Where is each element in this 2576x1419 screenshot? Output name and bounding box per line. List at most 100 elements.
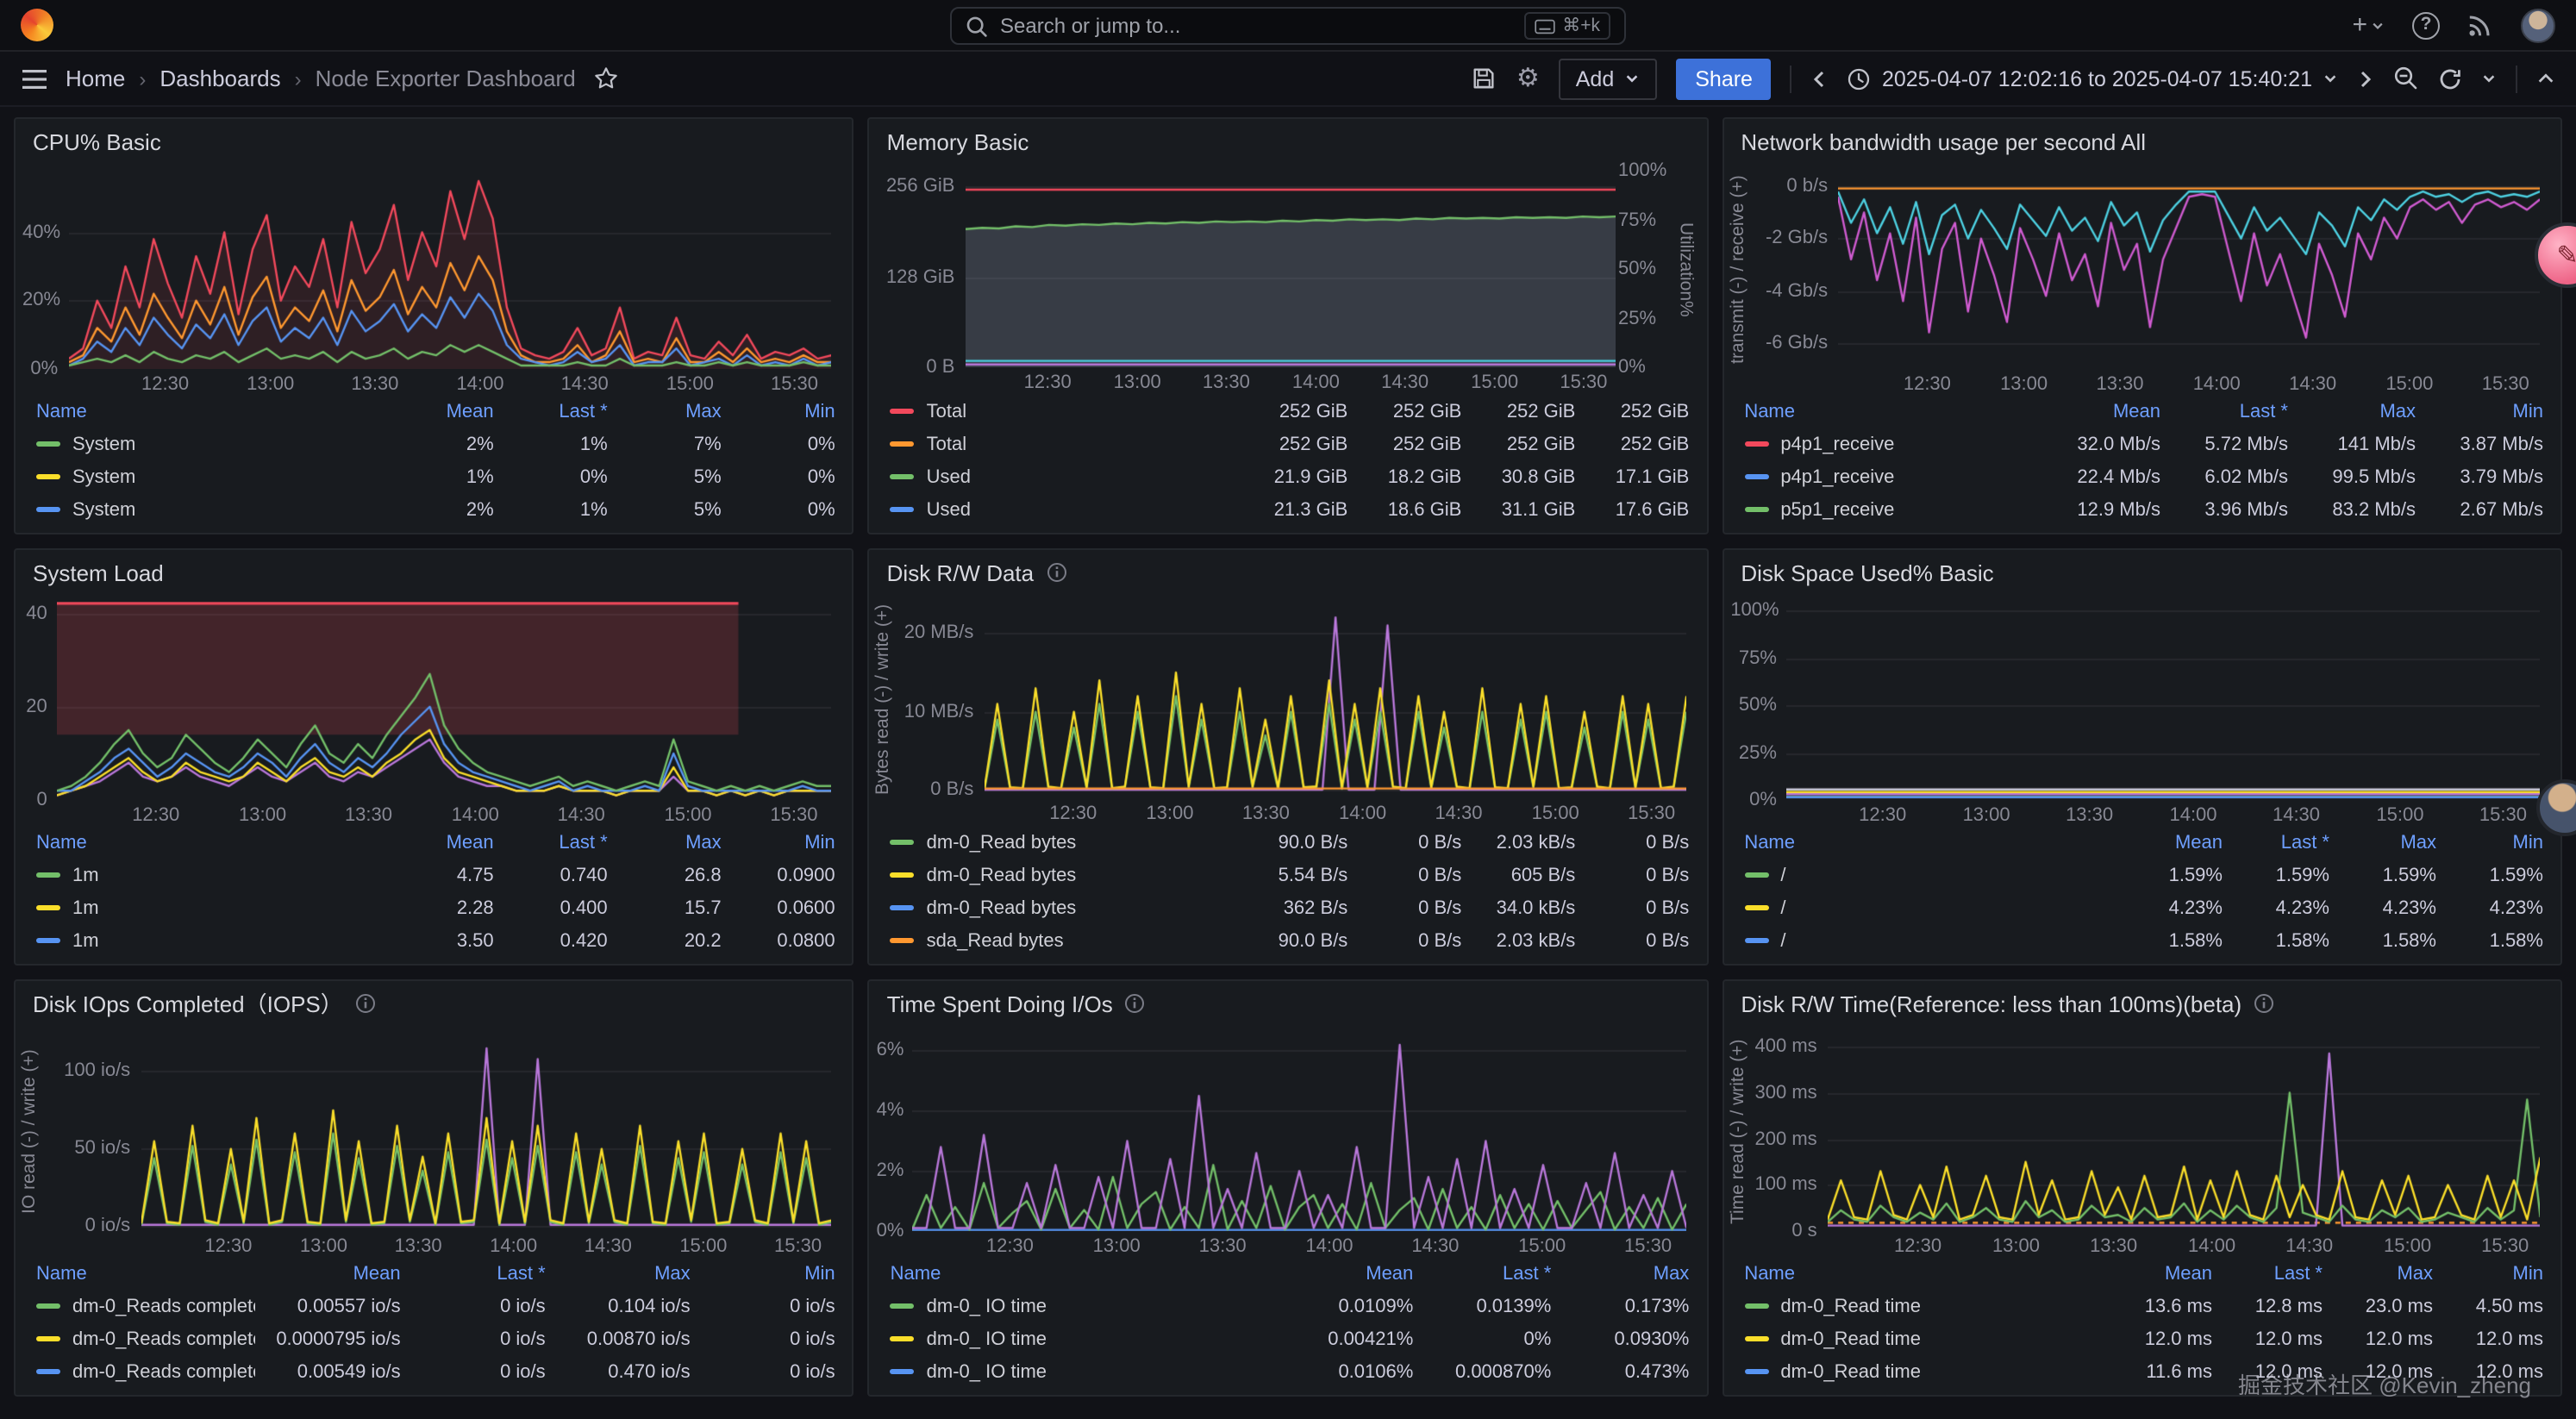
time-shift-back-icon[interactable] <box>1811 68 1829 89</box>
legend-col-header[interactable]: Mean <box>2116 833 2223 853</box>
legend-series-name[interactable]: dm-0_Read bytes <box>891 865 1235 885</box>
panel-header[interactable]: Disk IOps Completed（IOPS） <box>16 981 853 1026</box>
add-panel-button[interactable]: Add <box>1559 58 1658 99</box>
time-range-picker[interactable]: 2025-04-07 12:02:16 to 2025-04-07 15:40:… <box>1848 66 2338 91</box>
refresh-interval-caret-icon[interactable] <box>2481 71 2497 86</box>
legend-col-header[interactable]: Max <box>608 833 722 853</box>
legend-series-name[interactable]: System <box>36 466 380 487</box>
legend-col-header[interactable]: Last * <box>2160 402 2288 422</box>
legend-col-header[interactable]: Max <box>2329 833 2436 853</box>
legend-series-name[interactable]: dm-0_Reads completed <box>36 1296 256 1316</box>
panel-header[interactable]: CPU% Basic <box>16 119 853 164</box>
chart-canvas[interactable] <box>1787 602 2540 800</box>
legend-col-header[interactable]: Name <box>891 1264 1276 1285</box>
legend-series-name[interactable]: dm-0_Read bytes <box>891 897 1235 918</box>
legend-col-header[interactable]: Last * <box>2223 833 2329 853</box>
legend-series-name[interactable]: 1m <box>36 897 380 918</box>
panel-header[interactable]: Network bandwidth usage per second All <box>1723 119 2560 164</box>
legend-series-name[interactable]: dm-0_Reads completed <box>36 1328 256 1349</box>
legend-series-name[interactable]: / <box>1744 930 2116 951</box>
user-avatar[interactable] <box>2521 8 2555 42</box>
legend-series-name[interactable]: p4p1_receive <box>1744 466 2033 487</box>
legend-series-name[interactable]: dm-0_Read time <box>1744 1328 2102 1349</box>
time-shift-forward-icon[interactable] <box>2357 68 2374 89</box>
chart-canvas[interactable] <box>965 171 1615 367</box>
legend-col-header[interactable]: Mean <box>2033 402 2160 422</box>
chart-canvas[interactable] <box>911 1033 1685 1231</box>
legend-col-header[interactable]: Min <box>2436 833 2543 853</box>
save-dashboard-icon[interactable] <box>1472 66 1497 91</box>
legend-series-name[interactable]: System <box>36 434 380 454</box>
legend-col-header[interactable]: Max <box>2288 402 2416 422</box>
panel-header[interactable]: Disk R/W Data <box>870 550 1707 595</box>
panel-header[interactable]: System Load <box>16 550 853 595</box>
legend-series-name[interactable]: p5p1_receive <box>1744 499 2033 520</box>
legend-col-header[interactable]: Min <box>2416 402 2543 422</box>
legend-series-name[interactable]: p4p1_receive <box>1744 434 2033 454</box>
collapse-toolbar-icon[interactable] <box>2536 71 2555 86</box>
legend-series-name[interactable]: / <box>1744 897 2116 918</box>
legend-series-name[interactable]: Used <box>891 466 1235 487</box>
new-menu-button[interactable]: + <box>2352 12 2385 38</box>
legend-col-header[interactable]: Max <box>1551 1264 1689 1285</box>
legend-col-header[interactable]: Name <box>1744 1264 2102 1285</box>
legend-col-header[interactable]: Name <box>1744 833 2116 853</box>
legend-col-header[interactable]: Max <box>546 1264 691 1285</box>
legend-col-header[interactable]: Last * <box>2212 1264 2323 1285</box>
search-input[interactable]: Search or jump to... ⌘+k <box>950 7 1626 45</box>
chart-canvas[interactable] <box>1828 1033 2540 1231</box>
legend-col-header[interactable]: Name <box>1744 402 2033 422</box>
legend-col-header[interactable]: Mean <box>380 833 494 853</box>
legend-col-header[interactable]: Min <box>722 833 835 853</box>
info-icon[interactable] <box>355 993 376 1014</box>
legend-series-name[interactable]: dm-0_ IO time <box>891 1296 1276 1316</box>
dashboard-settings-icon[interactable]: ⚙ <box>1516 66 1540 91</box>
legend-series-name[interactable]: Total <box>891 401 1235 422</box>
legend-col-header[interactable]: Last * <box>1413 1264 1551 1285</box>
news-icon[interactable] <box>2467 12 2493 38</box>
legend-col-header[interactable]: Name <box>36 402 380 422</box>
legend-series-name[interactable]: 1m <box>36 865 380 885</box>
favorite-star-icon[interactable] <box>593 66 619 91</box>
panel-header[interactable]: Memory Basic <box>870 119 1707 164</box>
legend-series-name[interactable]: dm-0_ IO time <box>891 1328 1276 1349</box>
legend-col-header[interactable]: Min <box>2433 1264 2543 1285</box>
legend-series-name[interactable]: sda_Read bytes <box>891 930 1235 951</box>
grafana-logo-icon[interactable] <box>21 9 53 41</box>
chart-canvas[interactable] <box>984 602 1685 798</box>
refresh-icon[interactable] <box>2438 66 2462 91</box>
chart-canvas[interactable] <box>141 1033 831 1231</box>
legend-col-header[interactable]: Mean <box>1275 1264 1413 1285</box>
share-button[interactable]: Share <box>1676 58 1772 99</box>
legend-col-header[interactable]: Last * <box>494 402 608 422</box>
chart-canvas[interactable] <box>58 602 832 800</box>
legend-col-header[interactable]: Name <box>36 1264 256 1285</box>
breadcrumb-dashboards[interactable]: Dashboards <box>159 66 280 91</box>
breadcrumb-home[interactable]: Home <box>66 66 125 91</box>
legend-col-header[interactable]: Min <box>691 1264 835 1285</box>
legend-col-header[interactable]: Last * <box>494 833 608 853</box>
legend-series-name[interactable]: Used <box>891 499 1235 520</box>
info-icon[interactable] <box>2254 993 2274 1014</box>
legend-series-name[interactable]: dm-0_Read bytes <box>891 832 1235 853</box>
zoom-out-icon[interactable] <box>2393 66 2419 91</box>
legend-col-header[interactable]: Max <box>2323 1264 2433 1285</box>
legend-series-name[interactable]: dm-0_ IO time <box>891 1361 1276 1382</box>
chart-canvas[interactable] <box>1838 171 2540 369</box>
mega-menu-icon[interactable] <box>21 66 48 91</box>
legend-col-header[interactable]: Max <box>608 402 722 422</box>
info-icon[interactable] <box>1125 993 1146 1014</box>
legend-col-header[interactable]: Name <box>36 833 380 853</box>
panel-header[interactable]: Time Spent Doing I/Os <box>870 981 1707 1026</box>
legend-series-name[interactable]: Total <box>891 434 1235 454</box>
legend-col-header[interactable]: Mean <box>256 1264 401 1285</box>
legend-col-header[interactable]: Last * <box>401 1264 546 1285</box>
legend-series-name[interactable]: 1m <box>36 930 380 951</box>
legend-series-name[interactable]: dm-0_Read time <box>1744 1361 2102 1382</box>
panel-header[interactable]: Disk Space Used% Basic <box>1723 550 2560 595</box>
legend-col-header[interactable]: Min <box>722 402 835 422</box>
legend-series-name[interactable]: dm-0_Reads completed <box>36 1361 256 1382</box>
panel-header[interactable]: Disk R/W Time(Reference: less than 100ms… <box>1723 981 2560 1026</box>
legend-series-name[interactable]: / <box>1744 865 2116 885</box>
legend-col-header[interactable]: Mean <box>2102 1264 2212 1285</box>
